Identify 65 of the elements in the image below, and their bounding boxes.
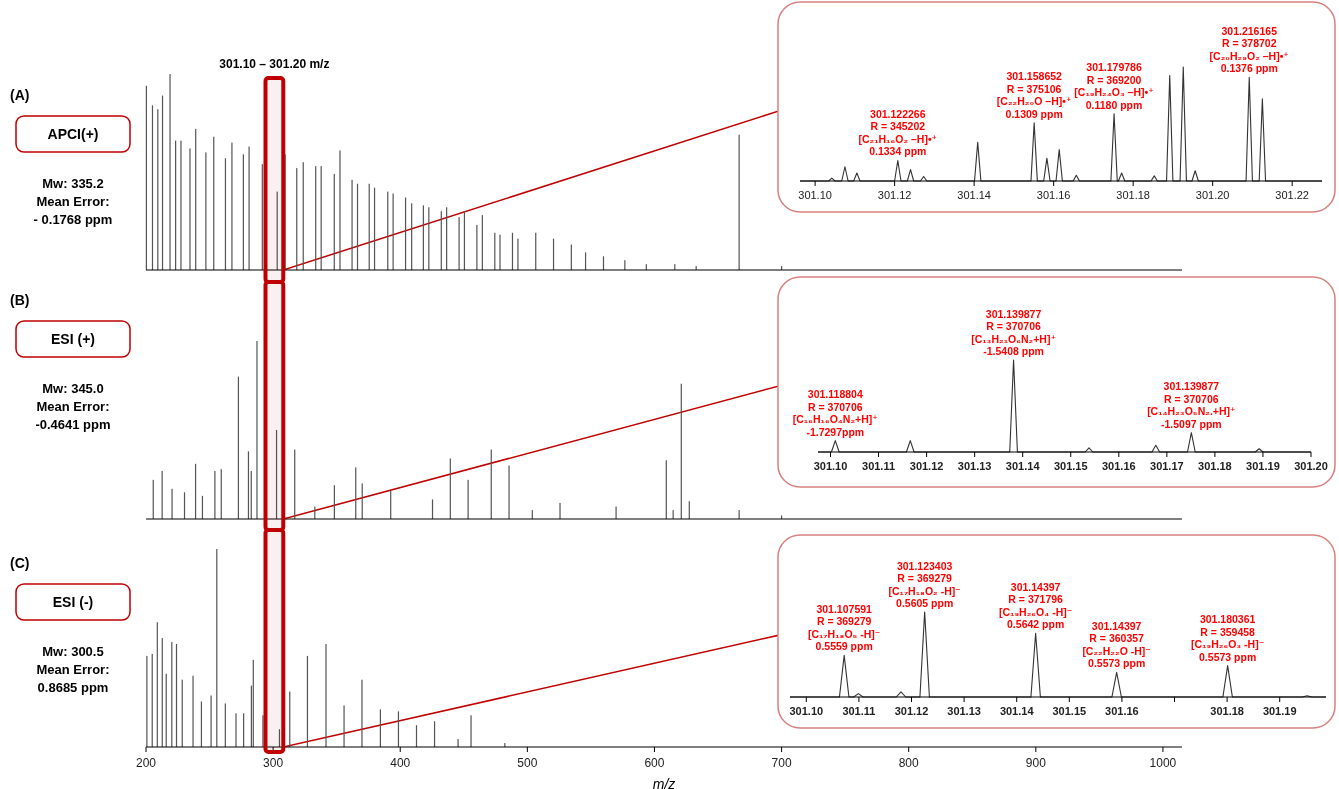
x-tick-label: 301.18 bbox=[1116, 189, 1150, 201]
x-tick-label: 301.10 bbox=[789, 705, 824, 717]
text: Mw: 300.5 bbox=[42, 644, 104, 659]
x-tick-label: 301.10 bbox=[813, 460, 848, 472]
x-tick-label: 301.19 bbox=[1262, 705, 1297, 717]
x-tick-label: 301.17 bbox=[1150, 460, 1184, 472]
x-tick-label: 301.14 bbox=[1005, 460, 1041, 472]
x-tick-label: 400 bbox=[390, 756, 411, 770]
x-tick-label: 301.15 bbox=[1052, 705, 1087, 717]
x-tick-label: 600 bbox=[644, 756, 665, 770]
text: Mw: 335.2 bbox=[42, 176, 104, 191]
x-tick-label: 301.18 bbox=[1198, 460, 1232, 472]
text: Mean Error: bbox=[36, 662, 110, 677]
annotation: 301.180361 R = 359458 [C₁₉H₂₆O₃ -H]⁻ 0.5573 ppm bbox=[1191, 613, 1265, 663]
text: -0.4641 ppm bbox=[35, 417, 111, 432]
annotation: 301.107591 R = 369279 [C₁₇H₁₈O₅ -H]⁻ 0.5559 ppm bbox=[807, 602, 881, 653]
text: APCI(+) bbox=[47, 126, 99, 142]
text: 0.8685 ppm bbox=[37, 680, 109, 695]
annotation: 301.158652 R = 375106 [C₂₂H₂₀O –H]•⁺ 0.1309 ppm bbox=[996, 70, 1072, 120]
band-label: 301.10 – 301.20 m/z bbox=[219, 57, 330, 71]
annotation: 301.122266 R = 345202 [C₂₁H₁₆O₂ –H]•⁺ 0.1334 ppm bbox=[858, 107, 938, 158]
annotation: 301.14397 R = 371796 [C₁₉H₂₆O₄ -H]⁻ 0.5642 ppm bbox=[998, 580, 1073, 631]
x-tick-label: 301.13 bbox=[957, 460, 992, 472]
x-tick-label: 301.19 bbox=[1246, 460, 1280, 472]
annotation: 301.216165 R = 378702 [C₂₀H₂₉O₂ –H]•⁺ 0.1376 ppm bbox=[1209, 24, 1289, 75]
x-tick-label: 301.20 bbox=[1195, 189, 1230, 201]
x-tick-label: 301.16 bbox=[1036, 189, 1071, 201]
text: (C) bbox=[10, 555, 30, 571]
x-tick-label: 700 bbox=[771, 756, 792, 770]
text: - 0.1768 ppm bbox=[33, 212, 113, 227]
x-tick-label: 1000 bbox=[1149, 756, 1177, 770]
x-tick-label: 301.14 bbox=[957, 189, 991, 201]
text: ESI (+) bbox=[51, 331, 95, 347]
x-tick-label: 301.12 bbox=[909, 460, 944, 472]
text: Mean Error: bbox=[36, 399, 110, 414]
annotation: 301.118804 R = 370706 [C₁₆H₁₆O₄N₂+H]⁺ -1.7297ppm bbox=[792, 388, 878, 438]
x-tick-label: 200 bbox=[135, 756, 157, 770]
text: (A) bbox=[10, 87, 30, 103]
x-tick-label: 301.11 bbox=[842, 705, 876, 717]
x-tick-label: 500 bbox=[517, 756, 538, 770]
annotation: 301.14397 R = 360357 [C₂₂H₂₂O -H]⁻ 0.5573 ppm bbox=[1082, 619, 1151, 670]
text: Mw: 345.0 bbox=[42, 381, 104, 396]
x-tick-label: 301.18 bbox=[1210, 705, 1244, 717]
x-tick-label: 301.22 bbox=[1275, 189, 1310, 201]
annotation: 301.123403 R = 369279 [C₁₇H₁₈O₂ -H]⁻ 0.5605 ppm bbox=[888, 559, 961, 609]
text: Mean Error: bbox=[36, 194, 110, 209]
x-tick-label: 301.12 bbox=[894, 705, 929, 717]
x-tick-label: 301.11 bbox=[862, 460, 896, 472]
x-tick-label: 900 bbox=[1025, 756, 1047, 770]
x-tick-label: 301.20 bbox=[1294, 460, 1328, 472]
x-tick-label: 301.15 bbox=[1053, 460, 1088, 472]
annotation: 301.139877 R = 370706 [C₁₃H₂₁O₆N₂+H]⁺ -1.5408 ppm bbox=[971, 307, 1056, 357]
x-tick-label: 301.16 bbox=[1101, 460, 1136, 472]
x-tick-label: 301.10 bbox=[798, 189, 832, 201]
annotation: 301.179786 R = 369200 [C₁₉H₂₄O₃ –H]•⁺ 0.1180 ppm bbox=[1074, 61, 1154, 111]
x-tick-label: 301.16 bbox=[1105, 705, 1139, 717]
x-tick-label: 800 bbox=[898, 756, 920, 770]
x-tick-label: 301.14 bbox=[999, 705, 1035, 717]
text: (B) bbox=[10, 292, 30, 308]
text: ESI (-) bbox=[52, 594, 94, 610]
x-tick-label: 301.12 bbox=[877, 189, 912, 201]
x-tick-label: 301.13 bbox=[947, 705, 981, 717]
x-tick-label: 300 bbox=[263, 756, 284, 770]
x-axis-title: m/z bbox=[652, 776, 676, 789]
annotation: 301.139877 R = 370706 [C₁₄H₂₃O₅N₂.+H]⁺ -1.5097 ppm bbox=[1147, 380, 1236, 430]
